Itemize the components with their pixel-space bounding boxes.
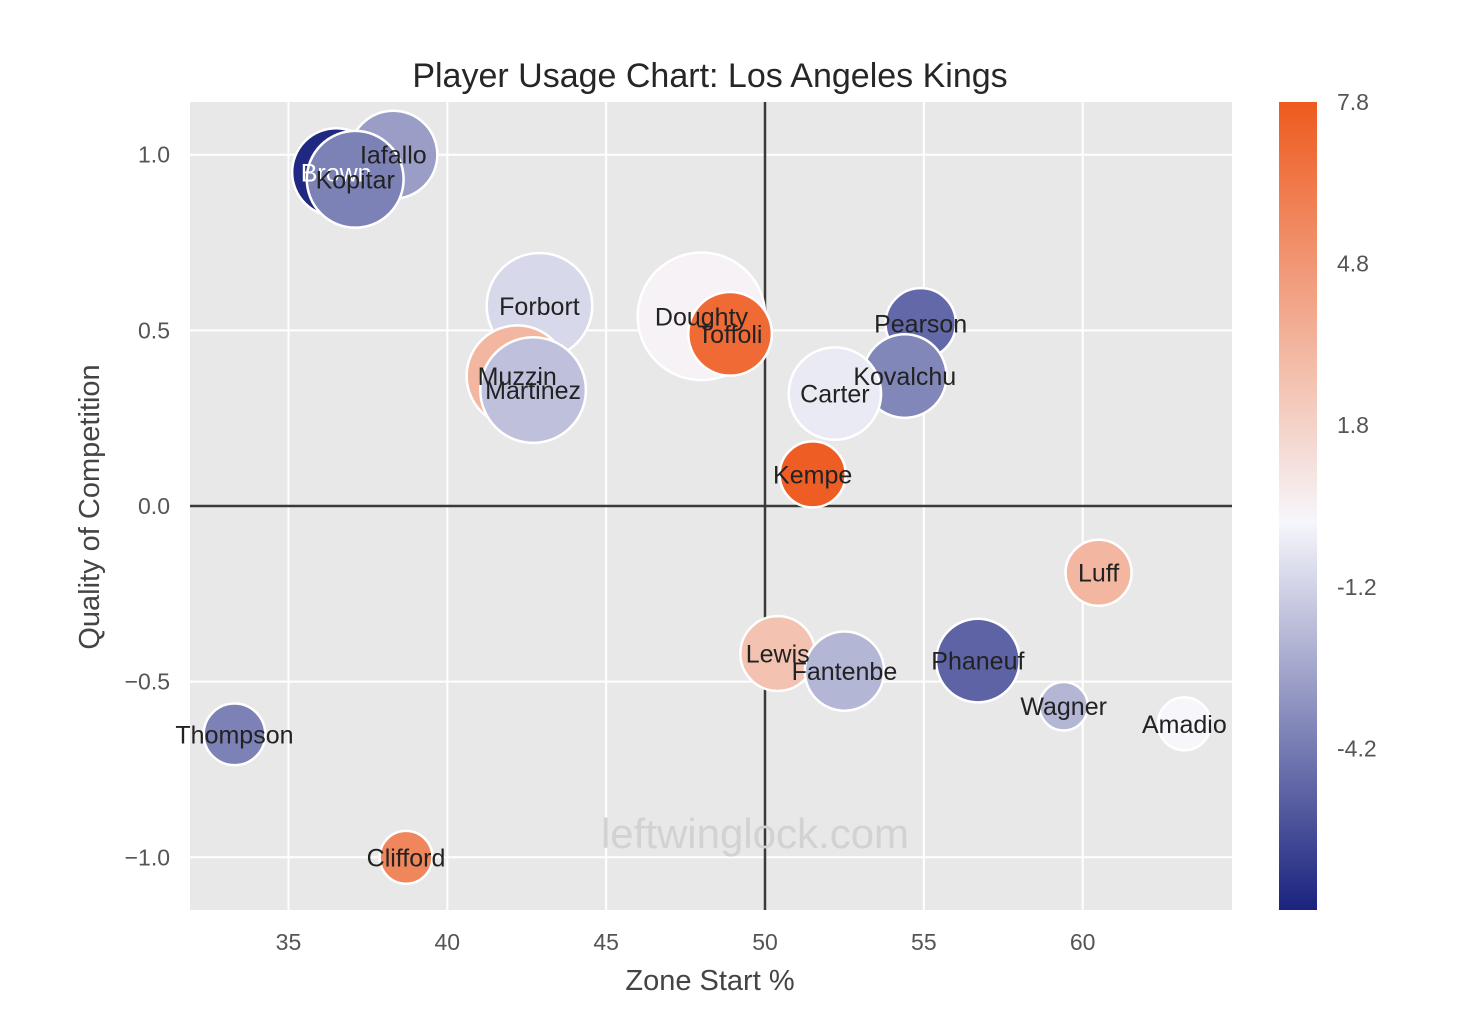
data-points: [202, 109, 1212, 885]
colorbar-ticks: 7.8 4.8 1.8 -1.2 -4.2: [1337, 89, 1377, 761]
y-tick-label: 0.5: [138, 317, 170, 343]
label-muzzin: Muzzin: [478, 363, 557, 391]
point-kempe: [778, 440, 847, 509]
x-tick-label: 40: [435, 929, 461, 955]
y-axis-label: Quality of Competition: [74, 364, 106, 649]
label-toffoli: Toffoli: [698, 321, 763, 349]
label-luff: Luff: [1078, 560, 1119, 588]
label-doughty: Doughty: [655, 303, 749, 331]
reference-lines: [190, 102, 1232, 910]
x-tick-label: 35: [276, 929, 302, 955]
y-tick-label: 0.0: [138, 493, 170, 519]
colorbar: [1279, 102, 1317, 910]
label-kopitar: Kopitar: [316, 166, 395, 194]
label-phaneuf: Phaneuf: [931, 648, 1024, 676]
label-fantenbe: Fantenbe: [792, 658, 898, 686]
x-tick-label: 45: [593, 929, 619, 955]
x-axis-label: Zone Start %: [625, 965, 794, 997]
point-thompson: [202, 702, 267, 767]
point-carter: [787, 346, 883, 442]
label-iafallo: Iafallo: [360, 142, 427, 170]
point-amadio: [1156, 696, 1212, 752]
label-thompson: Thompson: [175, 721, 293, 749]
point-fantenbe: [803, 630, 886, 712]
label-martinez: Martinez: [485, 377, 581, 405]
point-toffoli: [687, 290, 774, 377]
y-tick-label: −0.5: [125, 669, 170, 695]
label-brown: Brown: [301, 159, 372, 187]
label-forbort: Forbort: [499, 293, 580, 321]
point-kopitar: [305, 129, 405, 229]
point-wagner: [1038, 680, 1090, 732]
colorbar-tick-label: 1.8: [1337, 412, 1369, 438]
y-tick-label: −1.0: [125, 844, 170, 870]
x-axis-ticks: 35 40 45 50 55 60: [276, 929, 1096, 955]
label-lewis: Lewis: [746, 641, 810, 669]
colorbar-tick-label: 4.8: [1337, 251, 1369, 277]
x-tick-label: 50: [752, 929, 778, 955]
point-phaneuf: [934, 617, 1021, 704]
label-wagner: Wagner: [1020, 693, 1107, 721]
label-kovalchu: Kovalchu: [853, 363, 956, 391]
colorbar-tick-label: -1.2: [1337, 574, 1377, 600]
watermark: leftwinglock.com: [601, 810, 909, 857]
colorbar-tick-label: 7.8: [1337, 89, 1369, 115]
colorbar-tick-label: -4.2: [1337, 735, 1377, 761]
chart-title: Player Usage Chart: Los Angeles Kings: [412, 57, 1007, 95]
label-kempe: Kempe: [773, 461, 852, 489]
x-tick-label: 55: [911, 929, 937, 955]
point-martinez: [479, 336, 588, 445]
x-tick-label: 60: [1070, 929, 1096, 955]
label-clifford: Clifford: [367, 844, 446, 872]
label-pearson: Pearson: [874, 310, 967, 338]
label-carter: Carter: [800, 381, 869, 409]
point-luff: [1064, 538, 1133, 607]
label-amadio: Amadio: [1142, 711, 1227, 739]
y-tick-label: 1.0: [138, 142, 170, 168]
y-axis-ticks: 1.0 0.5 0.0 −0.5 −1.0: [125, 142, 170, 871]
point-clifford: [378, 829, 434, 885]
